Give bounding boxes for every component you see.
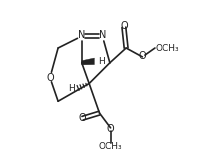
Text: O: O	[46, 73, 54, 83]
Text: OCH₃: OCH₃	[99, 142, 122, 151]
Text: OCH₃: OCH₃	[156, 43, 179, 52]
Text: H: H	[68, 84, 75, 93]
Text: N: N	[78, 30, 85, 40]
Text: O: O	[120, 21, 128, 31]
Text: N: N	[99, 30, 106, 40]
Text: O: O	[107, 124, 114, 134]
Text: O: O	[139, 51, 146, 61]
Text: O: O	[79, 113, 86, 123]
Polygon shape	[82, 58, 94, 65]
Text: H: H	[98, 57, 105, 66]
